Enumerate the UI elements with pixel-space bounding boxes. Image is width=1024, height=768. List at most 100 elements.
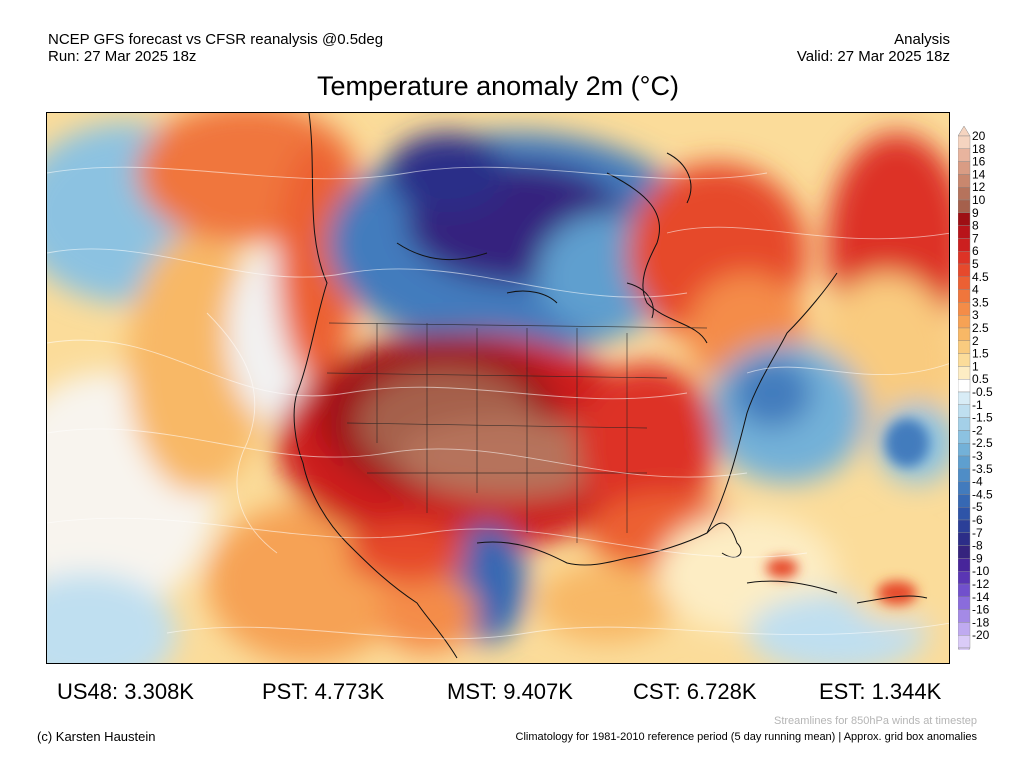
colorbar-swatch [958, 314, 971, 329]
colorbar-label: 2 [972, 334, 979, 348]
colorbar-label: 4.5 [972, 270, 989, 284]
colorbar-label: 1.5 [972, 347, 989, 361]
colorbar-swatch [958, 583, 971, 598]
colorbar-swatch [958, 417, 971, 431]
colorbar-label: 3.5 [972, 295, 989, 309]
colorbar-swatch [958, 519, 971, 534]
stat-pst: PST: 4.773K [262, 679, 385, 704]
colorbar-label: -5 [972, 500, 983, 514]
colorbar-label: 0.5 [972, 372, 989, 386]
colorbar-label: -3 [972, 449, 983, 463]
colorbar-swatch [958, 366, 971, 380]
page-title: Temperature anomaly 2m (°C) [317, 71, 679, 101]
colorbar-swatch [958, 545, 971, 559]
colorbar-swatch [958, 404, 971, 418]
colorbar-label: 10 [972, 193, 986, 207]
colorbar: 201816141210987654.543.532.521.510.5-0.5… [958, 126, 993, 650]
colorbar-label: 14 [972, 167, 986, 181]
valid-time: Valid: 27 Mar 2025 18z [796, 48, 950, 65]
colorbar-label: -1.5 [972, 411, 993, 425]
streamlines-note: Streamlines for 850hPa winds at timestep [774, 715, 977, 727]
colorbar-swatch [958, 238, 971, 252]
colorbar-label: 9 [972, 206, 979, 220]
colorbar-label: -7 [972, 526, 983, 540]
colorbar-label: -4.5 [972, 487, 993, 501]
colorbar-label: -14 [972, 590, 990, 604]
colorbar-swatch [958, 443, 971, 457]
colorbar-swatch [958, 609, 971, 623]
colorbar-swatch [958, 340, 971, 354]
colorbar-swatch [958, 481, 971, 495]
colorbar-label: -12 [972, 577, 990, 591]
stat-us48: US48: 3.308K [57, 679, 194, 704]
climatology-note: Climatology for 1981-2010 reference peri… [515, 731, 977, 743]
colorbar-label: -20 [972, 628, 990, 642]
colorbar-label: 1 [972, 359, 979, 373]
colorbar-label: 7 [972, 231, 979, 245]
colorbar-label: -9 [972, 551, 983, 565]
colorbar-label: 12 [972, 180, 986, 194]
analysis-label: Analysis [894, 31, 950, 48]
colorbar-swatch [958, 174, 971, 188]
stat-cst: CST: 6.728K [633, 679, 757, 704]
colorbar-swatch [958, 148, 971, 162]
colorbar-label: -0.5 [972, 385, 993, 399]
colorbar-arrow-bottom [958, 647, 971, 650]
colorbar-swatch [958, 378, 971, 393]
colorbar-swatch [958, 507, 971, 521]
colorbar-label: -2 [972, 423, 983, 437]
colorbar-swatch [958, 596, 971, 610]
colorbar-swatch [958, 635, 971, 649]
colorbar-label: -4 [972, 475, 983, 489]
colorbar-swatch [958, 494, 971, 508]
colorbar-swatch [958, 430, 971, 444]
colorbar-swatch [958, 187, 971, 201]
colorbar-swatch [958, 263, 971, 278]
colorbar-label: -10 [972, 564, 990, 578]
anomaly-map-graphic [47, 113, 949, 663]
colorbar-arrow-top [958, 126, 971, 137]
colorbar-label: 16 [972, 155, 986, 169]
colorbar-swatch [958, 289, 971, 303]
colorbar-label: 3 [972, 308, 979, 322]
colorbar-swatch [958, 468, 971, 482]
colorbar-label: 20 [972, 129, 986, 143]
colorbar-swatch [958, 135, 971, 150]
colorbar-label: 8 [972, 219, 979, 233]
colorbar-label: -8 [972, 539, 983, 553]
stat-est: EST: 1.344K [819, 679, 942, 704]
colorbar-swatch [958, 302, 971, 316]
model-description: NCEP GFS forecast vs CFSR reanalysis @0.… [48, 31, 384, 48]
colorbar-label: -18 [972, 615, 990, 629]
colorbar-swatch [958, 212, 971, 226]
colorbar-swatch [958, 455, 971, 470]
colorbar-swatch [958, 250, 971, 265]
header-right: Analysis Valid: 27 Mar 2025 18z [797, 31, 950, 65]
colorbar-label: -1 [972, 398, 983, 412]
header-left: NCEP GFS forecast vs CFSR reanalysis @0.… [48, 31, 383, 65]
anomaly-map [46, 112, 950, 664]
colorbar-swatch [958, 571, 971, 585]
colorbar-label: 5 [972, 257, 979, 271]
colorbar-swatch [958, 622, 971, 636]
copyright: (c) Karsten Haustein [37, 729, 156, 744]
colorbar-label: 6 [972, 244, 979, 258]
colorbar-swatch [958, 558, 971, 572]
colorbar-label: 18 [972, 142, 986, 156]
colorbar-swatch [958, 161, 971, 175]
colorbar-swatch [958, 391, 971, 406]
colorbar-label: -16 [972, 603, 990, 617]
colorbar-label: 4 [972, 283, 979, 297]
colorbar-swatch [958, 532, 971, 546]
colorbar-swatch [958, 353, 971, 367]
colorbar-swatch [958, 199, 971, 214]
colorbar-swatch [958, 327, 971, 342]
colorbar-label: -2.5 [972, 436, 993, 450]
colorbar-label: 2.5 [972, 321, 989, 335]
colorbar-label: -3.5 [972, 462, 993, 476]
colorbar-swatch [958, 225, 971, 239]
colorbar-swatch [958, 276, 971, 290]
stat-mst: MST: 9.407K [447, 679, 573, 704]
colorbar-label: -6 [972, 513, 983, 527]
run-time: Run: 27 Mar 2025 18z [48, 48, 197, 65]
